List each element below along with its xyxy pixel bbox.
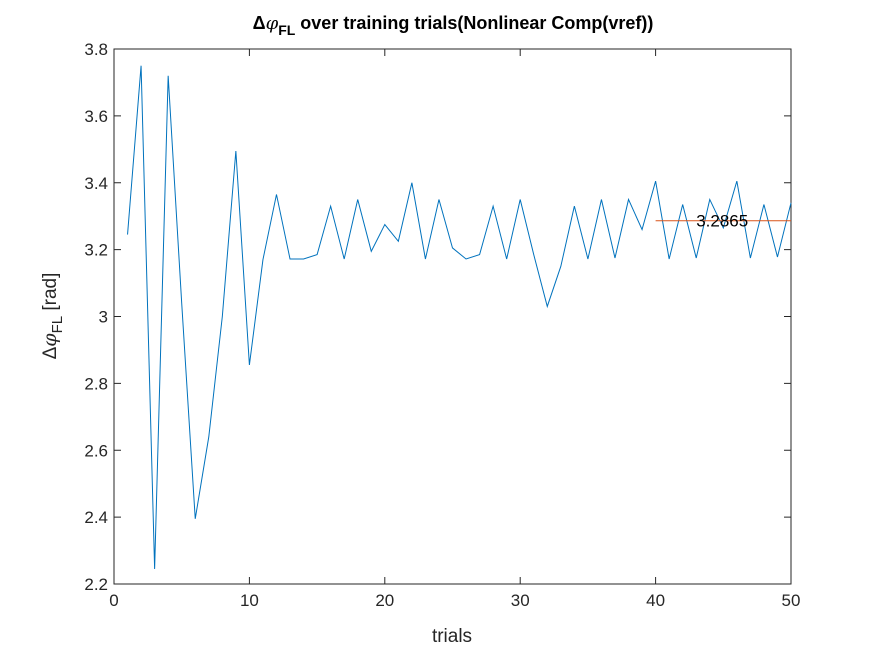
x-tick-label: 10 [240, 591, 259, 610]
title-delta: Δ [253, 13, 266, 33]
ylabel-phi-symbol: φ [39, 333, 61, 347]
x-tick-label: 40 [646, 591, 665, 610]
y-tick-label: 2.8 [84, 374, 108, 393]
y-tick-label: 3.8 [84, 40, 108, 59]
plot-area [113, 48, 792, 585]
x-tick-label: 0 [109, 591, 118, 610]
y-tick-label: 2.4 [84, 508, 108, 527]
y-axis-label: ΔφFL [rad] [39, 273, 66, 360]
x-tick-label: 50 [782, 591, 801, 610]
chart-title: ΔφFL over training trials(Nonlinear Comp… [253, 13, 654, 38]
plot-axes [113, 48, 792, 585]
title-subscript: FL [278, 22, 296, 38]
y-tick-label: 3.4 [84, 174, 108, 193]
mean-value-annotation: 3.2865 [696, 212, 748, 231]
ylabel-delta: Δ [40, 346, 61, 359]
ylabel-suffix: [rad] [40, 273, 61, 316]
y-tick-label: 3.2 [84, 241, 108, 260]
ylabel-subscript: FL [49, 316, 66, 334]
annotation-layer: 3.2865 [696, 212, 748, 231]
series-layer [127, 65, 792, 569]
title-suffix: over training trials(Nonlinear Comp(vref… [295, 13, 653, 33]
y-tick-label: 3 [99, 308, 108, 327]
x-axis-label: trials [432, 626, 472, 647]
y-axis-ticks: 2.2 2.4 2.6 2.8 3 3.2 3.4 3.6 3.8 [84, 40, 791, 594]
y-tick-label: 2.6 [84, 441, 108, 460]
title-phi-symbol: φ [266, 13, 279, 34]
x-tick-label: 20 [375, 591, 394, 610]
series-line-trials [127, 65, 792, 569]
x-tick-label: 30 [511, 591, 530, 610]
y-tick-label: 2.2 [84, 575, 108, 594]
y-tick-label: 3.6 [84, 107, 108, 126]
x-axis-ticks: 0 10 20 30 40 50 [109, 49, 800, 610]
